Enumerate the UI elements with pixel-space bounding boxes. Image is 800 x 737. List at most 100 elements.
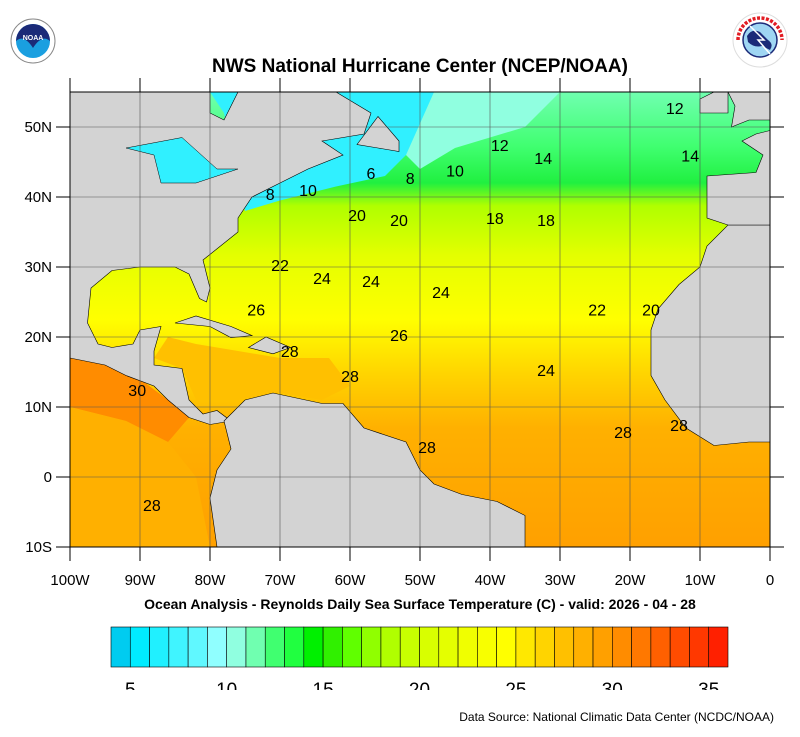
colorbar-swatch	[669, 626, 690, 668]
contour-label: 24	[537, 363, 555, 380]
lon-tick-label: 40W	[475, 572, 507, 589]
sst-map: 12 12 14 14 6 8 10 10 8 20 20 18 18 22 24 24 24 26 26 22 20 2…	[24, 78, 784, 589]
colorbar-swatch	[612, 626, 632, 668]
contour-label: 14	[534, 151, 552, 168]
colorbar-swatch	[380, 626, 401, 668]
colorbar-swatch	[496, 626, 517, 668]
colorbar-swatch	[650, 626, 671, 668]
land-newfoundland	[356, 116, 400, 152]
colorbar-swatch	[110, 626, 131, 668]
colorbar-swatch	[361, 626, 382, 668]
colorbar-label: 35	[698, 680, 719, 690]
colorbar-swatch	[438, 626, 459, 668]
land-africa	[650, 224, 770, 446]
contour-label: 20	[348, 208, 366, 225]
contour-label: 24	[362, 274, 380, 291]
colorbar-swatch	[573, 626, 594, 668]
colorbar-label: 25	[505, 680, 526, 690]
colorbar-swatch	[689, 626, 710, 668]
noaa-logo: NOAA	[10, 18, 56, 64]
colorbar-swatch	[207, 626, 227, 668]
noaa-logo-text: NOAA	[23, 35, 44, 42]
colorbar-swatch	[245, 626, 266, 668]
colorbar-swatch	[284, 626, 305, 668]
contour-label: 28	[143, 498, 161, 515]
contour-label: 22	[588, 303, 606, 320]
contour-label: 28	[281, 344, 299, 361]
colorbar-swatch	[554, 626, 575, 668]
colorbar-swatch	[457, 626, 478, 668]
colorbar-swatch	[708, 626, 729, 668]
lon-tick-label: 70W	[265, 572, 297, 589]
colorbar-swatch	[322, 626, 343, 668]
lat-tick-label: 50N	[24, 119, 52, 136]
contour-label: 28	[341, 369, 359, 386]
land-britain	[727, 92, 770, 128]
colorbar-swatch	[342, 626, 362, 668]
contour-label: 18	[537, 213, 555, 230]
lon-tick-label: 0	[766, 572, 774, 589]
contour-label: 20	[390, 213, 408, 230]
colorbar-label: 15	[313, 680, 334, 690]
colorbar-swatch	[515, 626, 536, 668]
caribbean-warm-patch	[154, 337, 350, 400]
colorbar-swatch	[399, 626, 420, 668]
colorbar-label: 10	[216, 680, 237, 690]
contour-label: 24	[432, 285, 450, 302]
cool-water-patch	[406, 92, 560, 169]
lon-tick-label: 50W	[405, 572, 437, 589]
contour-label: 26	[247, 303, 265, 320]
colorbar-swatch	[168, 626, 189, 668]
contour-label: 14	[681, 149, 699, 166]
colorbar-label: 30	[602, 680, 623, 690]
colorbar: 5 10 15 20 25 30 35	[110, 626, 729, 690]
contour-label: 18	[486, 211, 504, 228]
colorbar-swatch	[129, 626, 150, 668]
colorbar-swatch	[226, 626, 247, 668]
land-iberia-europe	[706, 130, 770, 226]
contour-label: 8	[266, 187, 275, 204]
data-source: Data Source: National Climatic Data Cent…	[459, 710, 774, 724]
lon-tick-label: 20W	[615, 572, 647, 589]
contour-label: 10	[299, 183, 317, 200]
contour-label: 12	[491, 138, 509, 155]
colorbar-swatch	[631, 626, 652, 668]
colorbar-label: 5	[125, 680, 136, 690]
colorbar-swatch	[477, 626, 497, 668]
pacific-warm-patch	[70, 358, 189, 442]
colorbar-swatch	[419, 626, 440, 668]
contour-label: 28	[418, 440, 436, 457]
lon-tick-label: 10W	[685, 572, 717, 589]
contour-label: 28	[614, 425, 632, 442]
contour-label: 28	[670, 418, 688, 435]
lat-tick-label: 20N	[24, 329, 52, 346]
lon-tick-label: 90W	[125, 572, 157, 589]
lon-tick-label: 100W	[50, 572, 90, 589]
nws-logo	[732, 12, 788, 68]
contour-label: 22	[271, 258, 289, 275]
colorbar-swatch	[187, 626, 208, 668]
lat-tick-label: 40N	[24, 189, 52, 206]
map-subtitle: Ocean Analysis - Reynolds Daily Sea Surf…	[144, 596, 696, 612]
lat-tick-label: 0	[44, 469, 52, 486]
colorbar-swatch	[149, 626, 170, 668]
page-title: NWS National Hurricane Center (NCEP/NOAA…	[212, 56, 628, 77]
lat-tick-label: 10S	[25, 539, 52, 556]
contour-label: 24	[313, 271, 331, 288]
colorbar-swatch	[592, 626, 613, 668]
contour-label: 26	[390, 328, 408, 345]
colorbar-swatch	[303, 626, 324, 668]
lon-tick-label: 80W	[195, 572, 227, 589]
lon-tick-label: 30W	[545, 572, 577, 589]
colorbar-swatch	[264, 626, 285, 668]
contour-label: 10	[446, 163, 464, 180]
lat-tick-label: 10N	[24, 399, 52, 416]
contour-label: 12	[666, 101, 684, 118]
contour-label: 30	[128, 383, 146, 400]
colorbar-label: 20	[409, 680, 430, 690]
land-south-america	[209, 392, 526, 547]
lat-tick-label: 30N	[24, 259, 52, 276]
lon-tick-label: 60W	[335, 572, 367, 589]
contour-label: 8	[406, 171, 415, 188]
colorbar-swatch	[534, 626, 555, 668]
